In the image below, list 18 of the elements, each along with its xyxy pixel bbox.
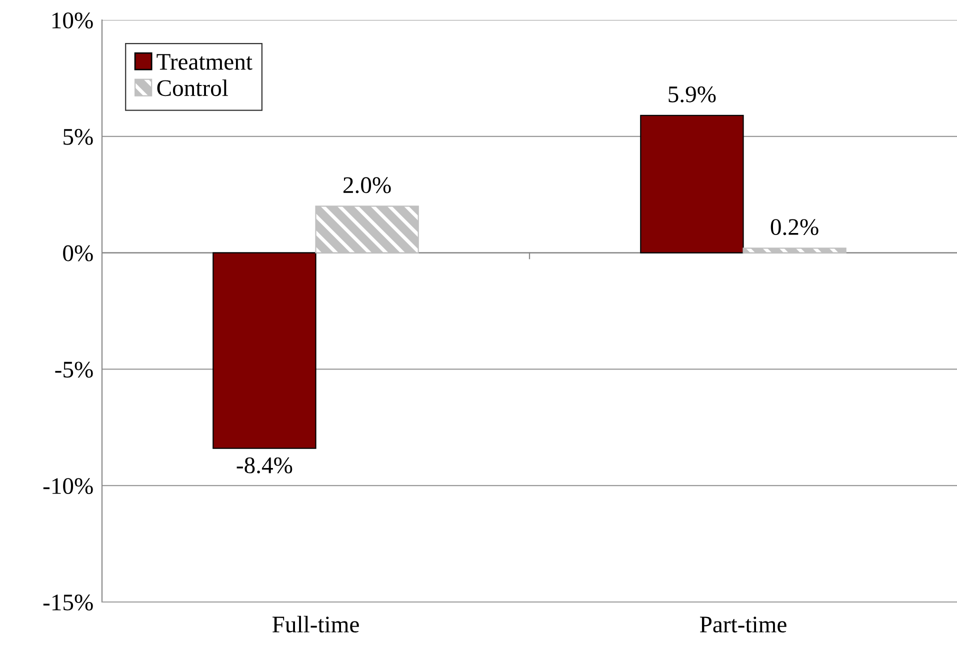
y-tick-label: 10% (52, 12, 93, 28)
bar (212, 252, 316, 449)
legend-label: Treatment (156, 54, 252, 70)
bar (742, 248, 846, 254)
bar (640, 114, 744, 254)
y-tick-label: 5% (64, 128, 93, 145)
data-label: 2.0% (343, 177, 391, 194)
data-label: -8.4% (236, 457, 292, 474)
data-label: 5.9% (668, 86, 716, 102)
y-tick-label: 0% (63, 245, 93, 262)
y-tick-label: -15% (43, 594, 93, 610)
y-tick-label: -5% (55, 362, 93, 378)
legend-label: Control (157, 79, 228, 96)
x-tick-label: Full-time (272, 616, 359, 633)
x-tick-label: Part-time (700, 616, 786, 633)
bar (315, 206, 419, 254)
y-tick-label: -10% (43, 478, 93, 494)
data-label: 0.2% (770, 219, 818, 236)
